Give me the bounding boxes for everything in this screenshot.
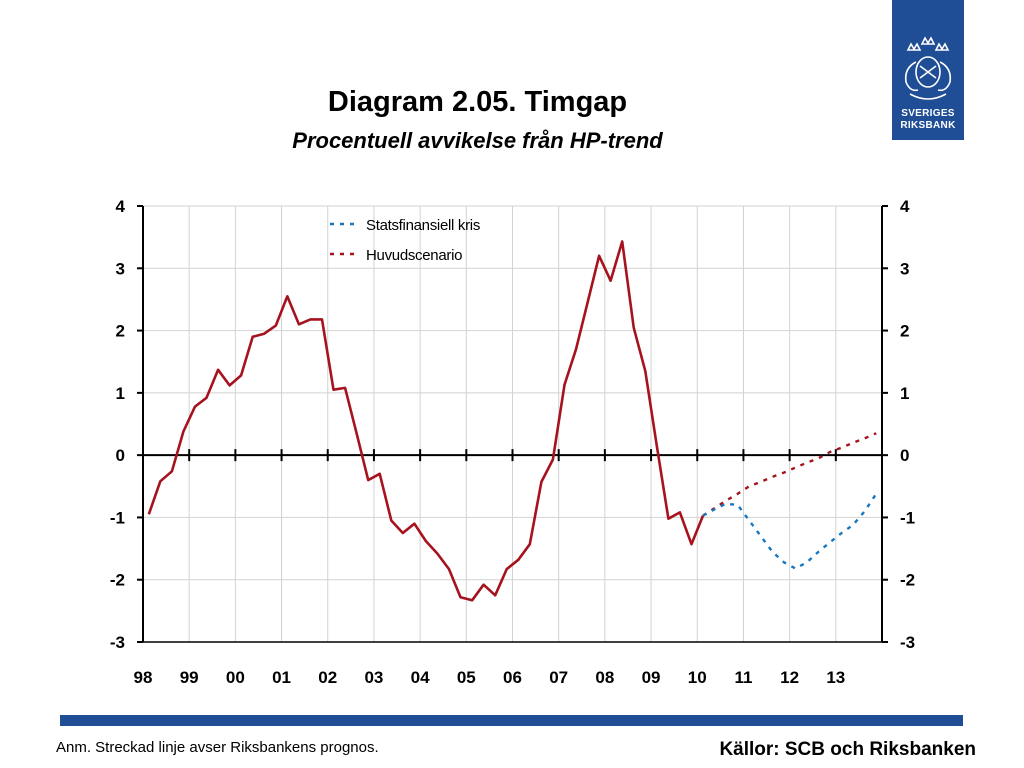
logo-text-line2: RIKSBANK (900, 120, 956, 131)
y-tick-label-right: 0 (900, 446, 909, 465)
riksbank-logo: SVERIGES RIKSBANK (892, 0, 964, 140)
logo-text-line1: SVERIGES (901, 108, 955, 119)
y-tick-label-left: -3 (110, 633, 125, 652)
x-tick-label: 01 (272, 668, 291, 687)
x-tick-label: 05 (457, 668, 476, 687)
sources-label: Källor: SCB och Riksbanken (719, 739, 976, 760)
legend-label: Statsfinansiell kris (366, 217, 480, 234)
x-tick-label: 00 (226, 668, 245, 687)
x-tick-label: 09 (642, 668, 661, 687)
x-tick-label: 06 (503, 668, 522, 687)
x-tick-label: 99 (180, 668, 199, 687)
x-tick-label: 03 (364, 668, 383, 687)
y-tick-label-right: -2 (900, 571, 915, 590)
x-tick-label: 04 (411, 668, 430, 687)
footer-divider (60, 715, 963, 726)
y-tick-label-right: -1 (900, 508, 915, 527)
riksbank-crest-icon (904, 36, 952, 100)
x-tick-label: 13 (826, 668, 845, 687)
y-tick-label-left: -1 (110, 508, 125, 527)
chart: 4 43 32 21 10 0-1 -1-2 -2-3 -398 99 00 01 02 03 04 05 06… (110, 197, 915, 687)
y-tick-label-right: -3 (900, 633, 915, 652)
page-subtitle: Procentuell avvikelse från HP-trend (292, 128, 663, 153)
x-tick-label: 07 (549, 668, 568, 687)
legend-label: Huvudscenario (366, 247, 462, 264)
y-tick-label-right: 2 (900, 322, 909, 341)
y-tick-label-left: -2 (110, 571, 125, 590)
series-line (702, 493, 878, 570)
series-line (147, 240, 705, 602)
y-tick-label-right: 3 (900, 259, 909, 278)
x-tick-label: 98 (134, 668, 153, 687)
x-tick-label: 12 (780, 668, 799, 687)
x-tick-label: 02 (318, 668, 337, 687)
y-tick-label-right: 4 (900, 197, 910, 216)
y-tick-label-left: 1 (116, 384, 125, 403)
y-tick-label-left: 0 (116, 446, 125, 465)
x-tick-label: 11 (734, 668, 752, 687)
footnote: Anm. Streckad linje avser Riksbankens pr… (56, 739, 379, 756)
page-title: Diagram 2.05. Timgap (327, 86, 628, 118)
series-line (702, 432, 877, 517)
x-tick-label: 08 (595, 668, 614, 687)
y-tick-label-left: 4 (116, 197, 126, 216)
y-tick-label-right: 1 (900, 384, 909, 403)
y-tick-label-left: 3 (116, 259, 125, 278)
y-tick-label-left: 2 (116, 322, 125, 341)
x-tick-label: 10 (688, 668, 707, 687)
